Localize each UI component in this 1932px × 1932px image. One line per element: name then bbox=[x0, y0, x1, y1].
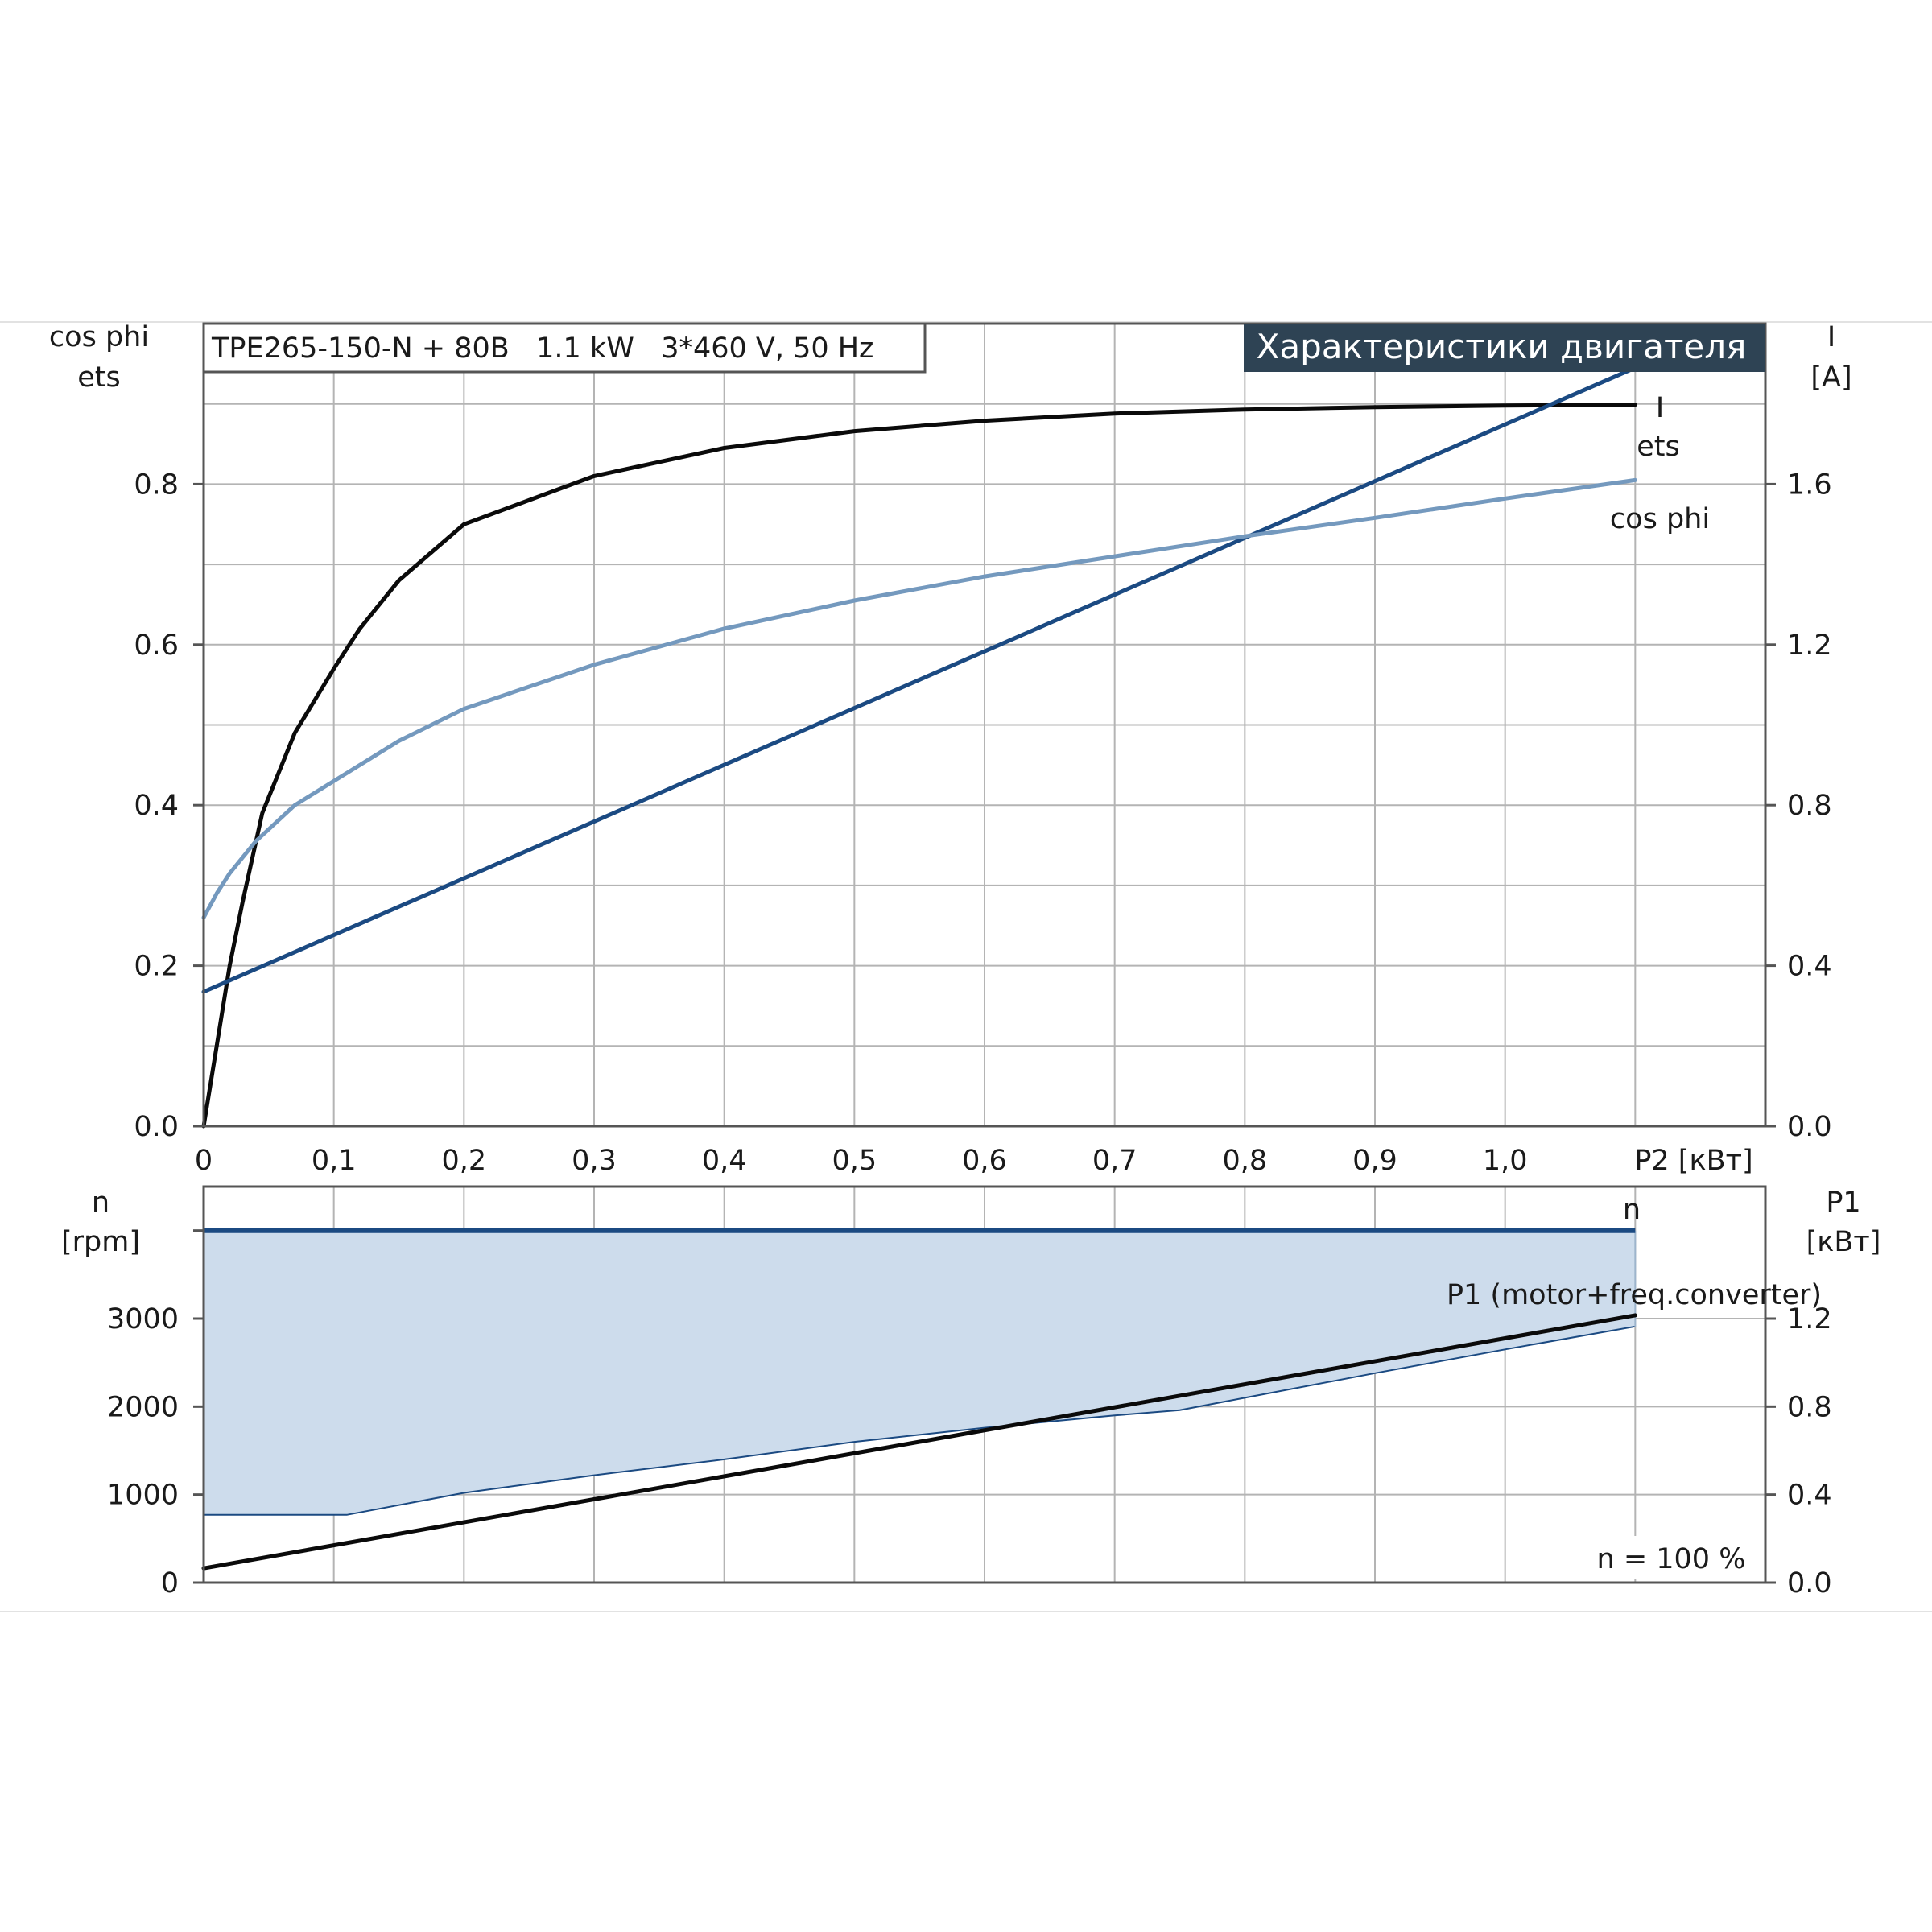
y-left-tick-label: 1000 bbox=[107, 1480, 179, 1512]
y-left-tick-label: 3000 bbox=[107, 1303, 179, 1335]
upper-tick-labels: 0 0,1 0,2 0,3 0,4 0,5 0,6 0,7 0,8 0,9 1,0 0.0 0.2 0.4… bbox=[134, 469, 1831, 1177]
p1-line bbox=[201, 1313, 1637, 1571]
upper-series bbox=[201, 365, 1637, 1129]
y-right-label-kw: [кВт] bbox=[1806, 1226, 1881, 1258]
x-tick-label: 0,5 bbox=[832, 1145, 877, 1177]
x-tick-label: 0,9 bbox=[1352, 1145, 1397, 1177]
y-left-tick-label: 0.4 bbox=[134, 790, 179, 822]
speed-range-area bbox=[204, 1230, 1636, 1515]
series-label-p1: P1 (motor+freq.converter) bbox=[1447, 1279, 1822, 1311]
annotation-box bbox=[1583, 1536, 1761, 1579]
y-left-label-ets: ets bbox=[77, 361, 121, 394]
y-right-tick-label: 1.2 bbox=[1787, 630, 1832, 662]
title-box bbox=[1244, 324, 1765, 372]
y-left-tick-label: 2000 bbox=[107, 1391, 179, 1423]
y-right-tick-label: 0.0 bbox=[1787, 1111, 1832, 1143]
y-left-tick-label: 0.0 bbox=[134, 1111, 179, 1143]
cosphi-curve bbox=[201, 477, 1637, 920]
series-label-cosphi: cos phi bbox=[1610, 503, 1710, 535]
y-right-tick-label: 0.4 bbox=[1787, 951, 1832, 983]
ets-curve bbox=[201, 402, 1637, 1129]
model-label-box bbox=[202, 322, 927, 374]
x-axis-label: P2 [кВт] bbox=[1634, 1145, 1752, 1177]
series-label-ets: ets bbox=[1637, 431, 1680, 463]
lower-plot-frame bbox=[202, 1185, 1767, 1584]
x-tick-label: 0 bbox=[195, 1145, 213, 1177]
y-right-tick-label: 1.6 bbox=[1787, 469, 1832, 501]
series-label-i: I bbox=[1656, 392, 1664, 424]
x-tick-label: 0,6 bbox=[962, 1145, 1007, 1177]
y-right-label-i: I bbox=[1827, 321, 1835, 353]
upper-plot-frame bbox=[202, 322, 1767, 1128]
upper-gridlines bbox=[204, 324, 1765, 1126]
x-tick-label: 0,7 bbox=[1092, 1145, 1137, 1177]
x-tick-label: 0,4 bbox=[702, 1145, 747, 1177]
y-left-tick-label: 0.8 bbox=[134, 469, 179, 501]
y-left-tick-label: 0.2 bbox=[134, 951, 179, 983]
x-tick-label: 0,8 bbox=[1222, 1145, 1267, 1177]
model-label: TPE265-150-N + 80B 1.1 kW 3*460 V, 50 Hz bbox=[211, 332, 873, 365]
y-left-label-rpm: [rpm] bbox=[61, 1226, 140, 1258]
y-right-tick-label: 0.8 bbox=[1787, 790, 1832, 822]
y-right-tick-label: 1.2 bbox=[1787, 1303, 1832, 1335]
x-tick-label: 0,2 bbox=[441, 1145, 486, 1177]
y-left-tick-label: 0 bbox=[161, 1567, 179, 1600]
min-speed-curve bbox=[204, 1325, 1636, 1516]
lower-tick-labels: 0 1000 2000 3000 0.0 0.4 0.8 1.2 bbox=[107, 1229, 1832, 1600]
series-label-n: n bbox=[1623, 1194, 1641, 1226]
x-tick-label: 1,0 bbox=[1483, 1145, 1528, 1177]
current-curve bbox=[201, 365, 1637, 994]
y-right-tick-label: 0.8 bbox=[1787, 1391, 1832, 1423]
y-right-label-p1: P1 bbox=[1826, 1187, 1860, 1219]
y-left-label-cosphi: cos phi bbox=[49, 321, 149, 353]
speed-annotation: n = 100 % bbox=[1597, 1543, 1746, 1575]
y-left-tick-label: 0.6 bbox=[134, 630, 179, 662]
x-tick-label: 0,1 bbox=[312, 1145, 357, 1177]
y-left-label-n: n bbox=[92, 1187, 109, 1219]
x-tick-label: 0,3 bbox=[572, 1145, 617, 1177]
y-right-tick-label: 0.4 bbox=[1787, 1480, 1832, 1512]
y-right-tick-label: 0.0 bbox=[1787, 1567, 1832, 1600]
y-right-label-unit: [A] bbox=[1810, 361, 1852, 394]
lower-series bbox=[201, 1228, 1637, 1571]
chart-title: Характеристики двигателя bbox=[1257, 327, 1747, 366]
